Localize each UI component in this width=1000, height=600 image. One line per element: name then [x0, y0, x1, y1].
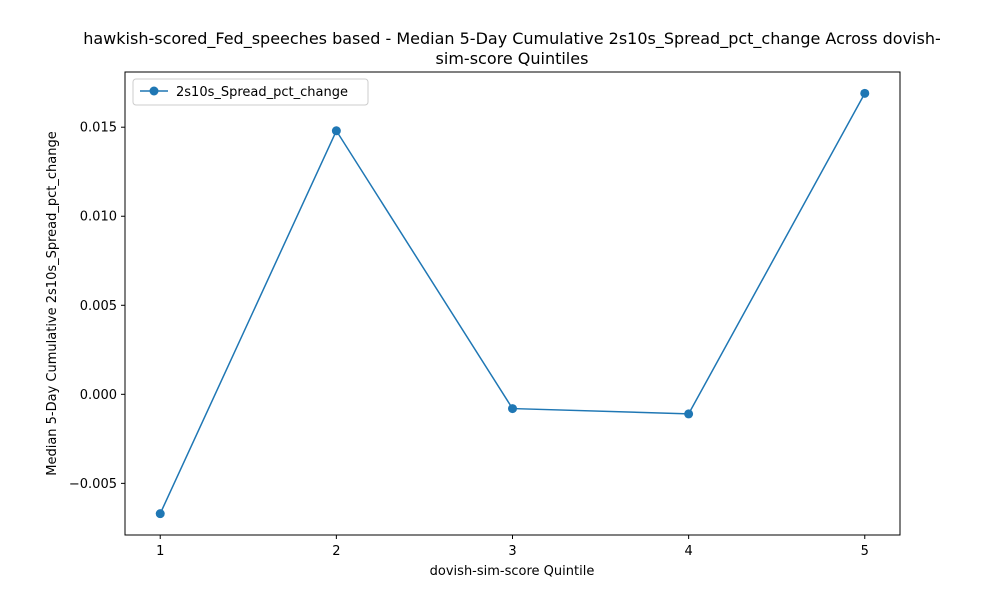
y-axis-ticks: −0.005 0.000 0.005 0.010 0.015 [69, 121, 125, 492]
legend: 2s10s_Spread_pct_change [132, 78, 369, 106]
x-tick-label: 3 [508, 544, 516, 559]
data-point [684, 409, 694, 419]
data-point [860, 88, 870, 98]
data-point [155, 509, 165, 519]
legend-marker-swatch [149, 86, 159, 96]
chart-title-line-1: hawkish-scored_Fed_speeches based - Medi… [83, 29, 941, 49]
x-tick-label: 1 [156, 544, 164, 559]
x-axis-ticks: 1 2 3 4 5 [156, 535, 869, 559]
y-tick-label: 0.015 [80, 121, 117, 136]
legend-label: 2s10s_Spread_pct_change [176, 85, 348, 100]
y-tick-label: 0.005 [80, 299, 117, 314]
x-tick-label: 4 [684, 544, 692, 559]
x-tick-label: 2 [332, 544, 340, 559]
data-point [331, 126, 341, 136]
series-layer [155, 88, 870, 519]
y-axis-label: Median 5-Day Cumulative 2s10s_Spread_pct… [45, 131, 60, 476]
data-point [508, 404, 517, 414]
y-tick-label: 0.000 [80, 388, 117, 403]
x-axis-label: dovish-sim-score Quintile [430, 564, 595, 579]
y-tick-label: 0.010 [80, 210, 117, 225]
legend-box [132, 78, 369, 106]
plot-area-frame [124, 71, 901, 536]
series-line [159, 93, 866, 514]
y-tick-label: −0.005 [69, 477, 117, 492]
chart-title-line-2: sim-score Quintiles [436, 49, 589, 68]
x-tick-label: 5 [861, 544, 869, 559]
